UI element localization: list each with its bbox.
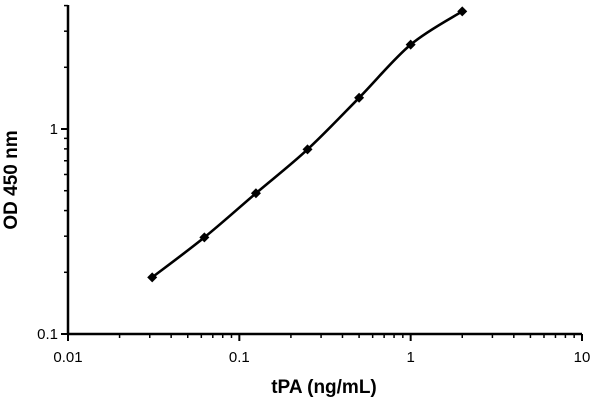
x-tick-label: 1 [406, 349, 414, 366]
x-tick-label: 10 [574, 349, 591, 366]
data-point [250, 188, 261, 199]
data-point [147, 272, 158, 283]
axes [66, 5, 582, 336]
data-point [405, 39, 416, 50]
y-tick-label: 0.1 [37, 326, 58, 343]
data-point [302, 144, 313, 155]
y-tick-label: 1 [50, 121, 58, 138]
series-line [151, 10, 463, 279]
tick-labels: 0.01 0.1 1 10 0.1 1 [37, 121, 590, 366]
data-point [199, 232, 210, 243]
x-tick-label: 0.01 [53, 349, 82, 366]
y-axis-title: OD 450 nm [1, 130, 22, 229]
data-point [354, 92, 365, 103]
ticks [61, 4, 583, 341]
x-tick-label: 0.1 [229, 349, 250, 366]
x-axis-title: tPA (ng/mL) [271, 377, 377, 398]
data-point [457, 6, 468, 17]
markers [147, 6, 468, 283]
